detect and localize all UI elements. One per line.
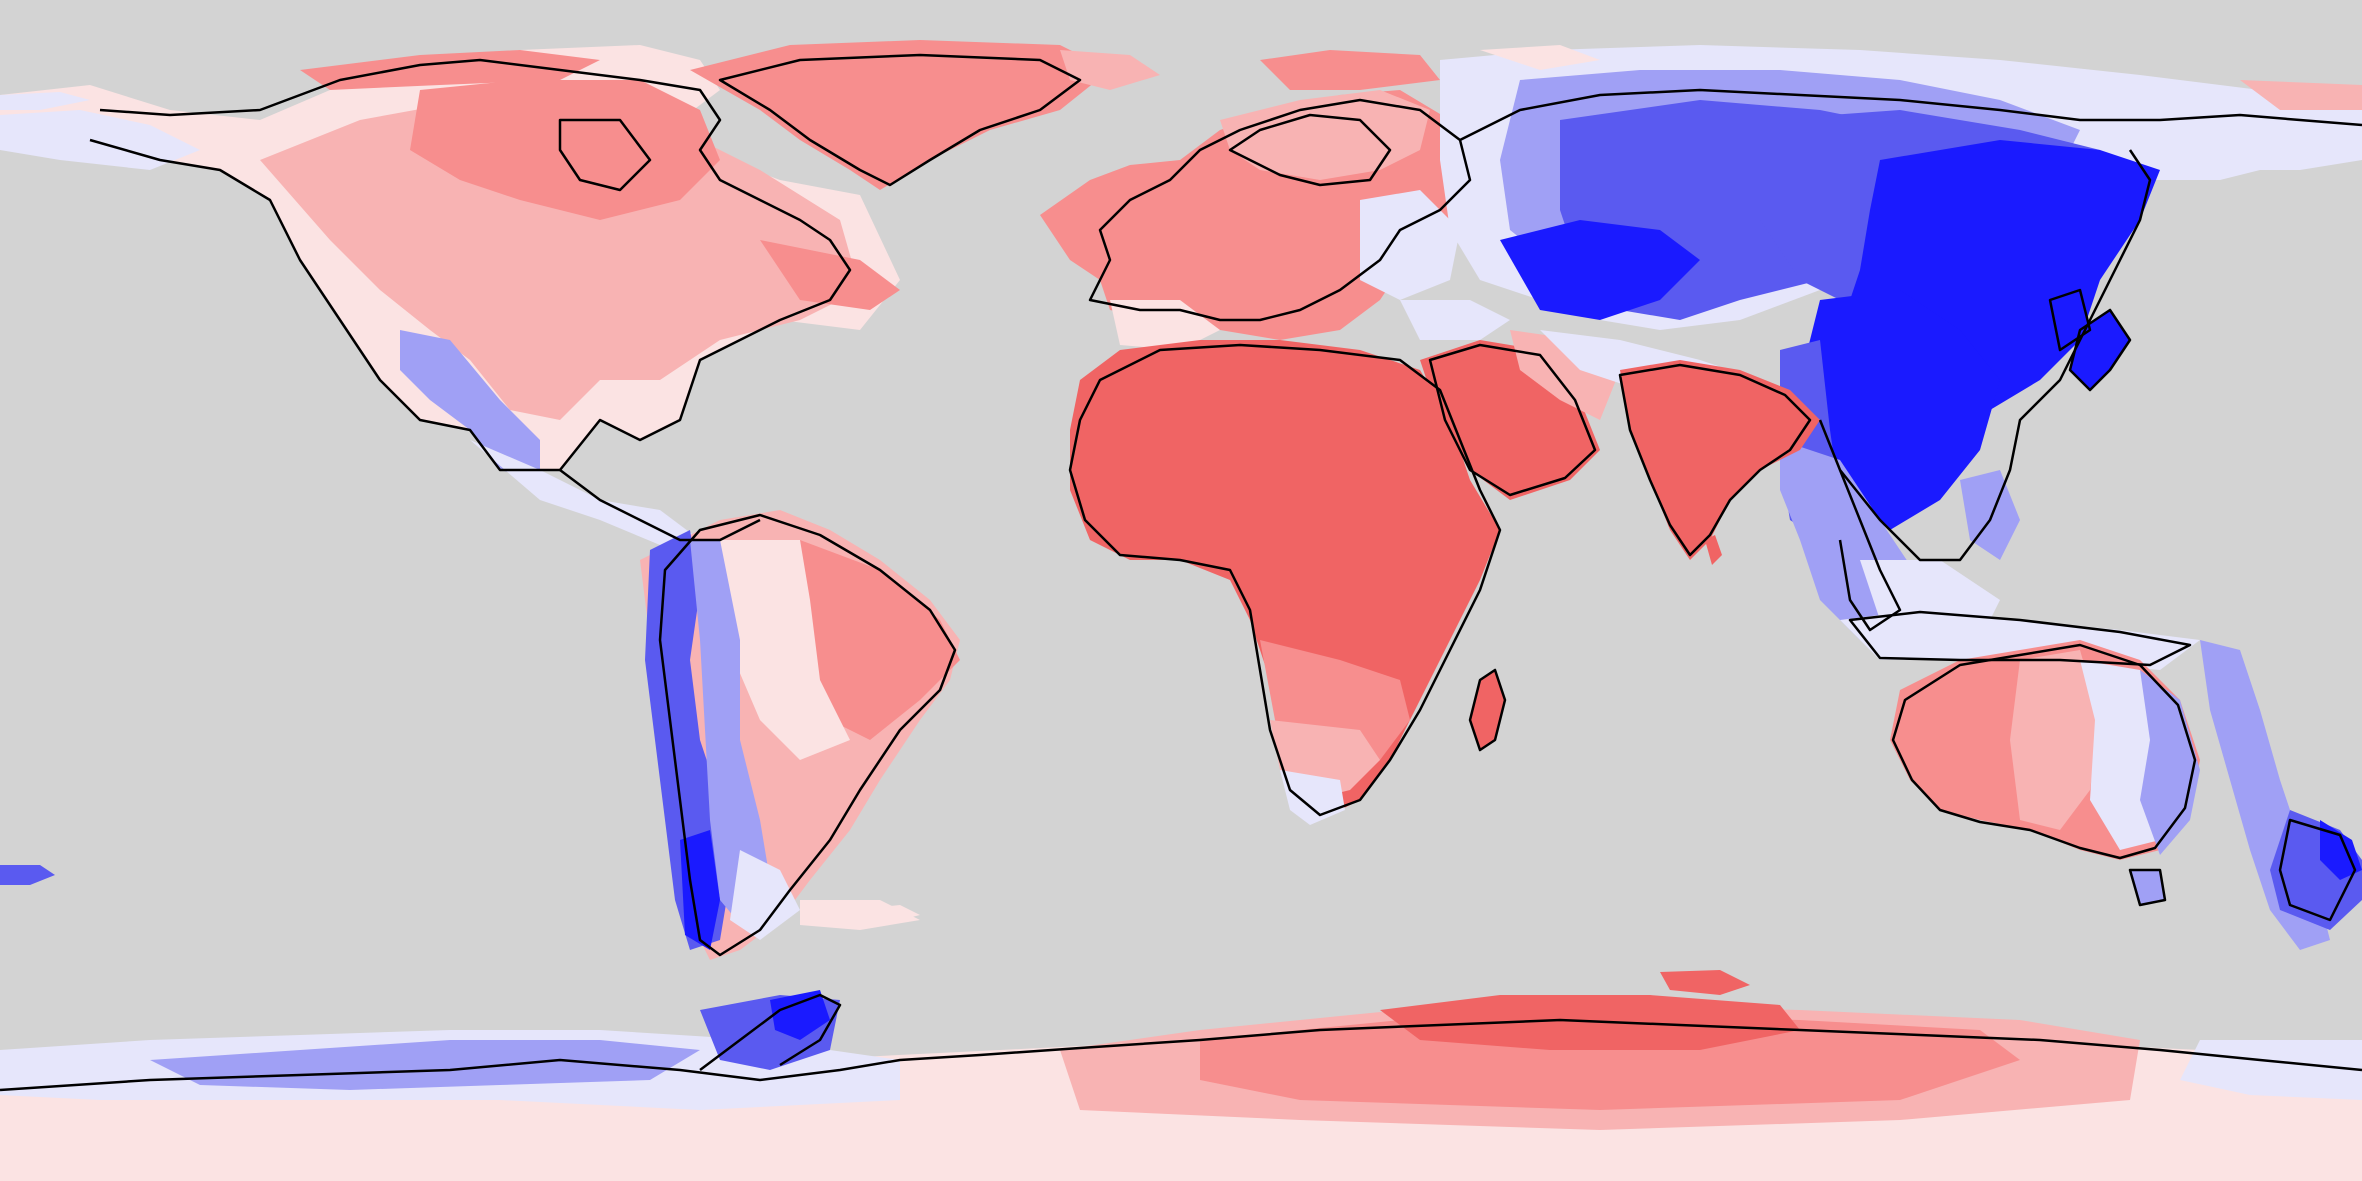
greenland-region [690,40,1160,190]
antarctica-region [0,905,2362,1181]
coastline-africa [1068,343,1502,817]
andes-light-blue [690,540,770,930]
chukotka-pale [2240,80,2362,110]
western-us-blue [400,330,540,480]
coastline-antarctic-peninsula [699,993,842,1071]
south-america-region [640,510,960,960]
ross-sea-pale-blue [2180,1040,2362,1100]
coastline-antarctica [0,1018,2362,1092]
china-strong-blue [1800,290,2000,530]
aleutian-pale [0,92,90,110]
kerguelen-red [1660,970,1750,995]
coastline-tasmania [2128,868,2167,907]
coastline-greenland [718,53,1082,187]
north-america-light-red [260,100,860,420]
greenland-light-red [1060,50,1160,90]
canada-red [410,80,720,220]
coastline-east-asia [1818,149,2152,562]
coastline-korea [2048,288,2092,352]
coastline-australia [1891,643,2197,860]
arctic-europe-red [1260,50,1440,90]
scandinavia-light-red [1220,90,1430,180]
coastline-north-america [89,58,852,472]
europe-region [1040,50,1480,350]
patagonia-pale-blue [730,850,800,940]
india-landmass [1620,360,1820,560]
coastline-arabia [1428,343,1597,497]
west-antarctica-light-blue [150,1040,700,1090]
coastline-new-zealand [2278,818,2357,922]
coastline-siberia [1459,88,2362,142]
brazil-red [800,540,960,740]
east-antarctica-red [1200,1015,2020,1110]
coastlines [0,53,2362,1092]
antarctic-peninsula-strong-blue [770,990,830,1040]
coastline-japan [2068,308,2132,392]
south-georgia-pale [850,905,920,925]
coastline-south-america [658,513,957,957]
coastline-central-america [559,469,761,542]
coastline-europe [1088,98,1472,322]
east-coast-red [760,240,900,310]
coastline-southeast-asia [1838,469,1902,632]
western-edge-blue-patch [0,865,55,885]
patagonia-strong-blue [680,830,720,950]
misc-islands [0,45,2362,885]
philippines-light-blue [1960,470,2020,560]
coastline-india [1618,363,1812,557]
mexico-pale-blue [470,440,700,545]
amazon-pale-red [720,540,850,760]
coastline-scandinavia [1228,113,1392,187]
eastern-europe-pale [1360,190,1460,300]
novaya-red [1480,45,1600,70]
north-america-region [0,45,900,545]
greenland-landmass [690,40,1110,190]
turkey-pale [1400,300,1510,340]
coastline-hudson-bay [558,118,652,192]
kamchatka-pale [2140,120,2362,170]
india-region [1620,360,1820,565]
arctic-islands-red [300,50,600,90]
coastline-madagascar [1468,668,1507,752]
central-asia-dark-band [1500,220,1700,320]
alaska-pale [0,110,200,170]
central-australia-light-red [2010,650,2100,830]
coastline-indonesia [1848,610,2192,667]
sri-lanka [1705,535,1722,565]
